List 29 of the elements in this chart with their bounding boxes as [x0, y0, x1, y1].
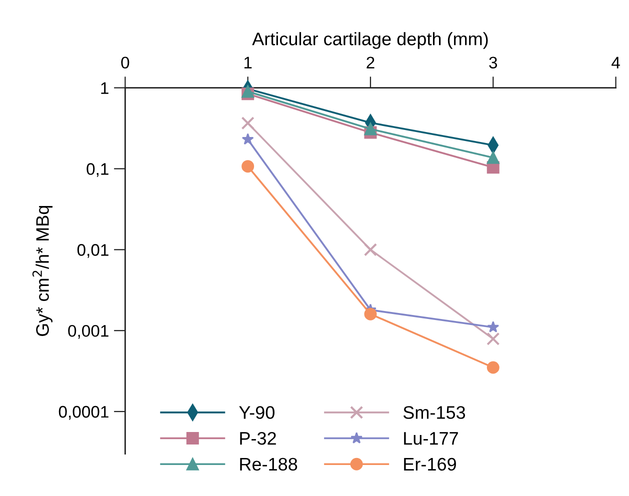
legend-label: Er-169 [404, 458, 456, 471]
y-tick-label: 1 [101, 82, 108, 94]
x-tick-label: 0 [121, 56, 130, 69]
legend-label: Re-188 [240, 458, 298, 471]
point [486, 332, 500, 346]
point [242, 85, 254, 98]
y-tick-label: 0,1 [86, 163, 108, 177]
y-tick-label: 0,0001 [58, 406, 108, 420]
x-tick-label: 1 [244, 56, 252, 68]
point [486, 361, 500, 374]
point [364, 122, 377, 136]
x-tick-label: 3 [489, 56, 498, 69]
legend-label: Sm-153 [403, 406, 466, 419]
x-tick-label: 2 [366, 56, 374, 68]
point [364, 243, 378, 256]
y-axis-title: Gy* cm$^{2}$/h* MBq [32, 206, 52, 336]
point [487, 320, 500, 332]
point [241, 116, 254, 130]
point [364, 308, 377, 320]
x-tick-label: 4 [612, 56, 620, 68]
legend-label: P-32 [240, 432, 276, 445]
point [242, 160, 254, 173]
point [486, 151, 500, 164]
y-tick-label: 0,001 [68, 324, 108, 339]
legend-label: Y-90 [239, 406, 274, 419]
y-tick-label: 0,01 [77, 244, 108, 258]
point [242, 133, 254, 145]
x-axis-title: Articular cartilage depth (mm) [252, 32, 488, 49]
legend-label: Lu-177 [404, 432, 458, 445]
